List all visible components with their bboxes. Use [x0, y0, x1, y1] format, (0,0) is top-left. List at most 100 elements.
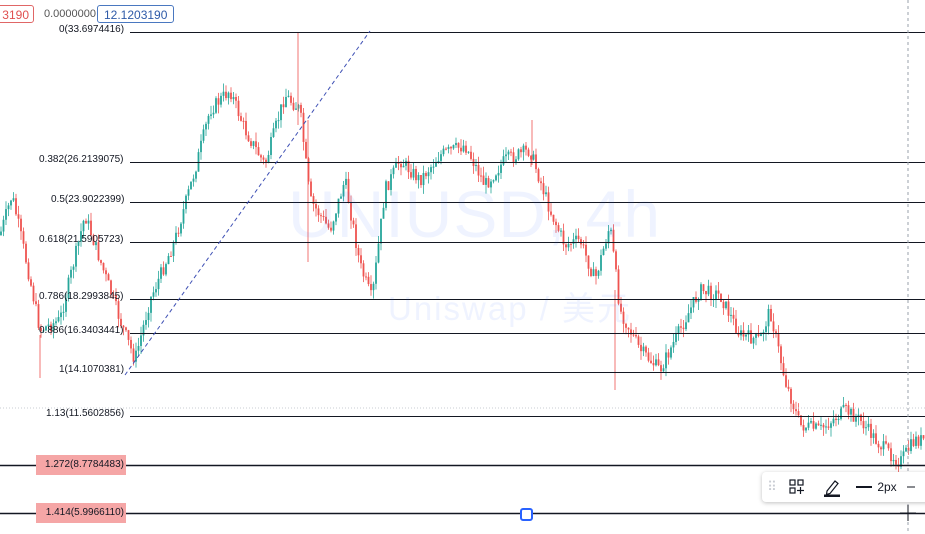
candle-body: [767, 308, 770, 327]
candle-body: [770, 308, 772, 322]
candle-body: [455, 142, 457, 146]
candle-body: [210, 114, 212, 116]
candle-body: [682, 327, 685, 330]
candle-body: [312, 196, 315, 205]
candle-body: [885, 441, 887, 444]
candle-body: [880, 447, 882, 450]
candle-body: [367, 276, 370, 285]
candle-body: [195, 171, 197, 179]
line-style-button[interactable]: [902, 472, 922, 502]
candle-body: [917, 436, 920, 446]
candle-body: [812, 421, 815, 429]
candle-body: [622, 311, 625, 324]
candle-body: [285, 96, 287, 108]
fib-endpoint-handle[interactable]: [520, 508, 533, 521]
candle-body: [332, 221, 335, 231]
price-value-blue: 12.1203190: [97, 5, 175, 23]
candle-body: [690, 307, 692, 314]
candle-body: [520, 149, 522, 153]
candle-body: [5, 209, 7, 220]
candle-body: [730, 314, 732, 316]
candle-body: [257, 147, 260, 156]
candle-body: [187, 189, 190, 196]
candle-body: [592, 269, 595, 276]
candle-body: [632, 334, 635, 336]
candle-body: [507, 151, 510, 155]
candle-body: [532, 154, 535, 160]
candle-body: [165, 264, 167, 275]
candle-body: [405, 160, 407, 166]
candle-body: [760, 334, 762, 337]
candle-body: [732, 314, 735, 319]
candle-body: [552, 214, 555, 222]
candle-body: [220, 95, 222, 105]
candle-body: [207, 115, 210, 124]
candle-body: [922, 435, 925, 439]
candle-body: [27, 262, 30, 280]
template-button[interactable]: [780, 472, 814, 502]
candle-body: [112, 294, 115, 296]
candle-body: [7, 205, 10, 210]
candle-body: [830, 423, 832, 428]
candle-body: [452, 145, 455, 149]
candle-body: [525, 145, 527, 150]
candle-body: [10, 200, 12, 206]
candle-body: [737, 332, 740, 336]
candle-body: [822, 424, 825, 428]
candle-body: [202, 129, 205, 141]
candle-body: [270, 137, 272, 156]
candle-body: [127, 330, 130, 340]
candle-body: [500, 164, 502, 173]
candle-body: [387, 181, 390, 190]
candle-body: [20, 218, 22, 232]
drag-handle-icon[interactable]: ⠿: [767, 479, 777, 494]
candle-body: [617, 269, 620, 304]
candle-body: [892, 459, 895, 462]
line-width-icon: [856, 486, 873, 488]
candle-body: [800, 415, 802, 426]
candle-body: [62, 311, 65, 313]
candle-body: [245, 120, 247, 136]
fib-level-label: 1.272(8.7784483): [36, 454, 126, 475]
candle-body: [450, 146, 452, 149]
line-width-label: 2px: [877, 480, 897, 494]
candle-body: [517, 149, 520, 160]
candle-body: [652, 363, 655, 366]
candle-body: [775, 331, 777, 334]
fib-trend-line[interactable]: [124, 30, 371, 376]
candle-body: [462, 145, 465, 152]
candle-body: [670, 347, 672, 358]
candle-body: [225, 91, 227, 99]
candle-body: [642, 346, 645, 352]
candle-body: [415, 168, 417, 181]
candle-body: [232, 97, 235, 100]
pencil-icon: [824, 480, 840, 497]
candle-body: [467, 151, 470, 153]
candle-body: [555, 221, 557, 226]
candle-body: [115, 295, 117, 302]
candle-body: [707, 285, 710, 295]
candle-body: [162, 267, 165, 275]
line-color-button[interactable]: [814, 472, 850, 502]
candle-body: [725, 301, 727, 309]
candle-body: [50, 324, 52, 331]
candle-body: [97, 242, 100, 261]
line-width-button[interactable]: 2px: [850, 472, 902, 502]
candle-body: [420, 174, 422, 186]
candle-body: [70, 269, 72, 278]
candle-body: [722, 301, 725, 309]
candle-body: [122, 325, 125, 328]
candle-body: [485, 178, 487, 185]
candle-body: [172, 242, 175, 257]
candle-body: [797, 411, 800, 416]
candle-body: [190, 181, 192, 190]
candle-body: [860, 414, 862, 422]
candle-body: [550, 211, 552, 215]
candle-body: [687, 313, 690, 323]
candle-body: [662, 368, 665, 372]
candle-body: [637, 336, 640, 345]
fib-level-label: 0.786(18.2993845): [39, 290, 124, 302]
candle-body: [710, 285, 712, 300]
